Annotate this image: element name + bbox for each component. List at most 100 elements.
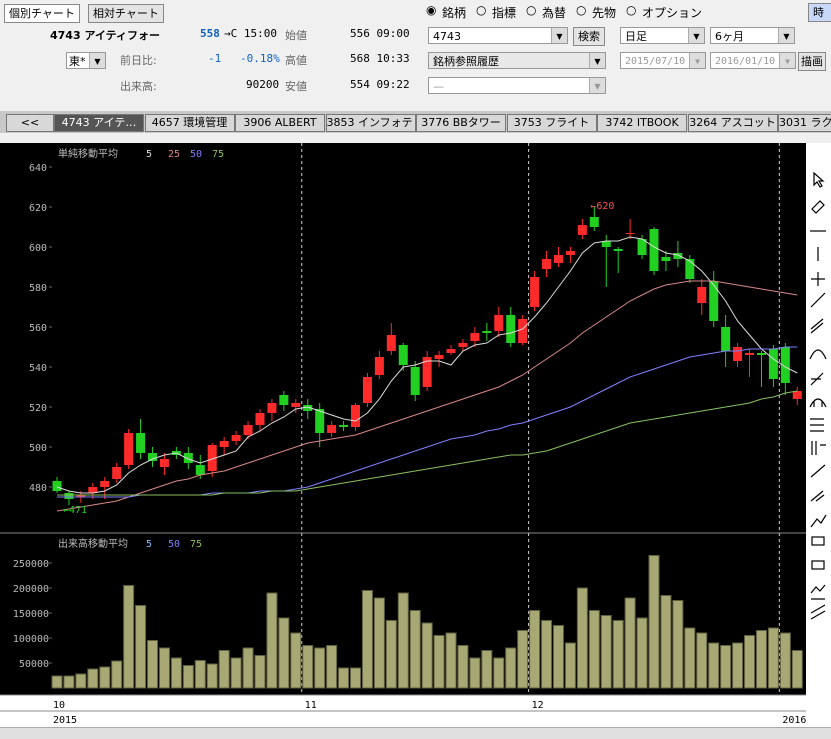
volume-bar: [720, 645, 732, 689]
dropdown-arrow: ▼: [688, 28, 704, 43]
y-tick-label: 600: [29, 243, 47, 254]
radio-label: 先物: [592, 6, 617, 20]
candle-body: [673, 253, 683, 259]
fib-icon[interactable]: [810, 372, 824, 386]
fib-time-icon[interactable]: [811, 441, 826, 455]
radio[interactable]: ○: [626, 3, 637, 17]
volume-bar: [624, 597, 636, 689]
candle-body: [303, 405, 313, 411]
candle-body: [267, 403, 277, 413]
dropdown-arrow: ▼: [589, 78, 605, 93]
retrace-icon[interactable]: [810, 418, 824, 432]
annotation: ←471: [63, 505, 87, 516]
volume-bar: [302, 645, 314, 689]
radio[interactable]: ○: [526, 3, 537, 17]
from-date[interactable]: 2015/07/10 ▼: [620, 52, 706, 69]
stock-tab[interactable]: 3776 BBタワー: [416, 114, 506, 132]
radio[interactable]: ○: [576, 3, 587, 17]
x-tick-label: 12: [532, 700, 544, 711]
cross-icon[interactable]: [811, 272, 825, 286]
legend-item: 50: [190, 149, 202, 160]
eraser-icon[interactable]: [811, 200, 825, 214]
volume-bar: [361, 590, 373, 689]
parallel-icon[interactable]: [810, 604, 826, 620]
volume-bar: [588, 610, 600, 689]
candle-body: [88, 487, 98, 493]
volume-bar: [433, 635, 445, 689]
cut-button[interactable]: 時: [808, 3, 831, 22]
radio[interactable]: ◉: [426, 3, 437, 17]
stock-tab[interactable]: 4743 アイテ…: [54, 114, 144, 132]
tab-button[interactable]: 相対チャート: [88, 4, 164, 23]
stock-tab[interactable]: 3853 インフォテリ: [325, 114, 416, 132]
fan-icon[interactable]: [809, 398, 827, 408]
legend-item: 5: [146, 539, 152, 550]
legend-title: 単純移動平均: [58, 147, 118, 160]
y-tick-label: 520: [29, 403, 47, 414]
stock-tab[interactable]: 4657 環境管理: [144, 114, 235, 132]
stock-tab[interactable]: <<: [6, 114, 54, 132]
stock-tab[interactable]: 3031 ラク: [778, 114, 831, 132]
draw-button[interactable]: 描画: [798, 52, 826, 71]
volume-bar: [99, 666, 111, 689]
arc-icon[interactable]: [809, 349, 827, 360]
volume-bar: [564, 642, 576, 689]
volume-bar: [493, 657, 505, 689]
volume-bar: [75, 673, 87, 689]
gann-icon[interactable]: [810, 490, 825, 502]
y-tick-label: 640: [29, 163, 47, 174]
code-input[interactable]: 4743 ▼: [428, 27, 568, 44]
channel-icon[interactable]: [810, 318, 824, 334]
radio-label: オプション: [642, 6, 703, 20]
candle-body: [661, 257, 671, 261]
search-button[interactable]: 検索: [573, 27, 605, 46]
history-select[interactable]: 銘柄参照履歴 ▼: [428, 52, 606, 69]
value: 556 09:00: [350, 27, 410, 40]
candle-body: [422, 357, 432, 387]
stock-tab[interactable]: 3264 アスコット: [687, 114, 778, 132]
y-tick-label: 480: [29, 483, 47, 494]
volume-bar: [63, 675, 75, 689]
box-icon[interactable]: [811, 536, 825, 546]
cursor-icon[interactable]: [813, 171, 825, 188]
volume-bar: [767, 627, 779, 689]
volume-bar: [147, 640, 159, 689]
zigzag-icon[interactable]: [810, 514, 827, 528]
ray-icon[interactable]: [810, 464, 826, 478]
volume-bar: [505, 647, 517, 689]
scrollbar[interactable]: [0, 727, 831, 739]
volume-bar: [218, 650, 230, 689]
sub-select[interactable]: — ▼: [428, 77, 606, 94]
stock-tab[interactable]: 3753 フライト: [506, 114, 597, 132]
radio[interactable]: ○: [476, 3, 487, 17]
pattern-icon[interactable]: [810, 584, 826, 600]
year-label: 2015: [53, 715, 77, 726]
stock-tab[interactable]: 3742 ITBOOK: [597, 114, 687, 132]
candle-body: [148, 453, 158, 461]
candle-body: [183, 453, 193, 463]
volume-bar: [517, 630, 529, 689]
period-select[interactable]: 日足 ▼: [620, 27, 705, 44]
to-date[interactable]: 2016/01/10 ▼: [710, 52, 796, 69]
candle-body: [780, 347, 790, 383]
candle-body: [243, 425, 253, 435]
box-icon[interactable]: [811, 560, 825, 570]
tab-button[interactable]: 個別チャート: [4, 4, 80, 23]
dropdown-arrow: ▼: [89, 53, 105, 68]
dropdown-arrow: ▼: [779, 53, 795, 68]
exchange-select[interactable]: 東* ▼: [66, 52, 106, 69]
span-select[interactable]: 6ヶ月 ▼: [710, 27, 795, 44]
volume-bar: [397, 592, 409, 689]
volume-bar: [576, 587, 588, 689]
candle-body: [410, 367, 420, 395]
y-tick-label: 620: [29, 203, 47, 214]
candle-body: [470, 333, 480, 341]
volume-bar: [409, 610, 421, 689]
y-tick-label: 150000: [13, 609, 49, 620]
stock-tab[interactable]: 3906 ALBERT: [235, 114, 325, 132]
candle-body: [52, 481, 62, 491]
candle-body: [553, 255, 563, 263]
chart: 10 11 12 2015 2016 480 500 520 540 560 580 600 620 64…: [0, 143, 806, 727]
trend-icon[interactable]: [810, 292, 826, 308]
value: -1: [208, 52, 222, 65]
